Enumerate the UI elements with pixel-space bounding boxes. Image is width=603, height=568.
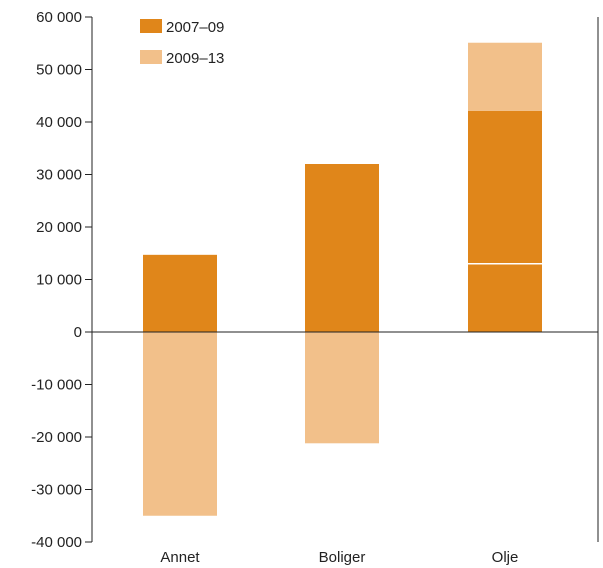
legend-swatch [140,19,162,33]
bar-annet-series-1 [143,254,217,332]
y-tick-label: -10 000 [31,377,82,394]
y-axis-ticks: 60 000 50 000 40 000 30 000 20 000 10 000 0 -10… [31,9,92,551]
bar-olje-series-2 [468,42,542,111]
y-tick-label: 20 000 [36,219,82,236]
legend: 2007–09 2009–13 [140,19,224,67]
y-tick-label: -40 000 [31,534,82,551]
x-category-label: Olje [492,549,519,566]
y-tick-label: 60 000 [36,9,82,26]
bar-boliger-series-2 [305,332,379,444]
y-tick-label: -30 000 [31,482,82,499]
y-tick-label: 40 000 [36,114,82,131]
legend-swatch [140,50,162,64]
x-category-label: Boliger [319,549,366,566]
legend-label: 2007–09 [166,19,224,36]
y-tick-label: 30 000 [36,167,82,184]
y-tick-label: 10 000 [36,272,82,289]
legend-label: 2009–13 [166,50,224,67]
y-tick-label: -20 000 [31,429,82,446]
bar-olje-series-1 [468,110,542,332]
bar-boliger-series-1 [305,164,379,332]
y-tick-label: 0 [74,324,82,341]
y-tick-label: 50 000 [36,62,82,79]
bars-group [143,42,542,516]
x-category-label: Annet [160,549,200,566]
x-axis-labels: Annet Boliger Olje [160,549,518,566]
bar-annet-series-2 [143,332,217,516]
